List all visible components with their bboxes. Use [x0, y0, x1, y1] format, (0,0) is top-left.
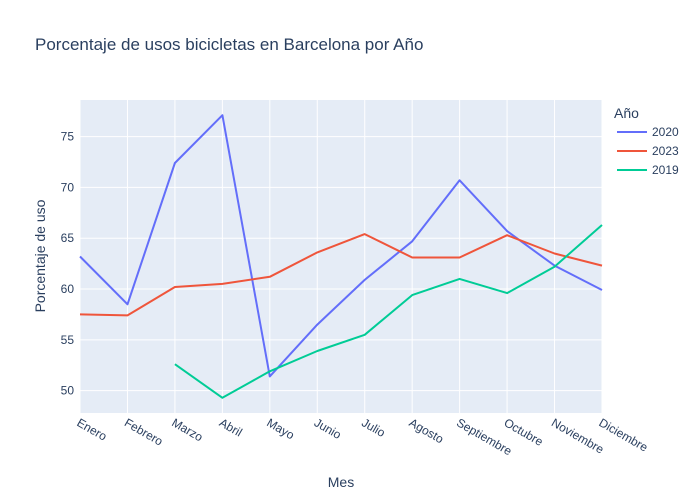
plot-area: [80, 100, 602, 413]
legend-label-2023: 2023: [652, 144, 679, 158]
x-tick-labels: Enero Febrero Marzo Abril Mayo Junio Julio Agos…: [75, 415, 651, 458]
x-tick-label: Enero: [75, 415, 110, 443]
y-tick-label: 55: [61, 333, 75, 347]
legend-label-2020: 2020: [652, 125, 679, 139]
x-tick-label: Junio: [312, 415, 344, 442]
y-tick-label: 50: [61, 384, 75, 398]
x-tick-label: Noviembre: [549, 415, 607, 456]
legend-title: Año: [614, 105, 639, 121]
x-tick-label: Mayo: [264, 415, 297, 442]
x-tick-label: Abril: [217, 415, 245, 439]
grid-lines: [79, 100, 603, 413]
y-axis-title: Porcentaje de uso: [32, 199, 48, 312]
x-tick-label: Marzo: [169, 415, 205, 444]
x-tick-label: Julio: [359, 415, 388, 440]
y-tick-labels: 50 55 60 65 70 75: [61, 130, 75, 398]
x-axis-title: Mes: [328, 474, 354, 490]
x-tick-label: Febrero: [122, 415, 166, 448]
series-lines: [79, 114, 603, 399]
y-tick-label: 60: [61, 282, 75, 296]
series-line-2020[interactable]: [79, 114, 603, 378]
legend[interactable]: Año 2020 2023 2019: [614, 105, 679, 177]
series-line-2019[interactable]: [174, 224, 603, 399]
x-tick-label: Diciembre: [597, 415, 651, 454]
x-tick-label: Agosto: [407, 415, 447, 446]
y-tick-label: 75: [61, 130, 75, 144]
chart-title: Porcentaje de usos bicicletas en Barcelo…: [35, 35, 423, 54]
y-tick-label: 65: [61, 231, 75, 245]
legend-label-2019: 2019: [652, 163, 679, 177]
series-line-2023[interactable]: [79, 233, 603, 317]
y-tick-label: 70: [61, 180, 75, 194]
